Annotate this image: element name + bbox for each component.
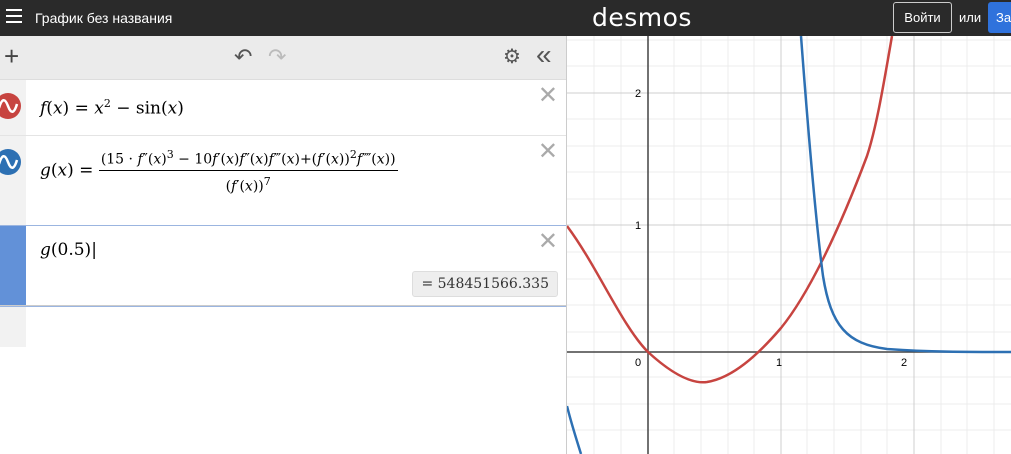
top-bar: График без названия desmos Войти или Зар… [0,0,1011,36]
login-button[interactable]: Войти [893,2,952,33]
delete-expression-icon[interactable]: ✕ [537,228,558,255]
graph-title[interactable]: График без названия [35,10,173,26]
expression-row-f[interactable]: f(x) = x2 − sin(x) ✕ [0,80,566,136]
undo-icon[interactable]: ↶ [234,44,253,69]
red-curve-icon[interactable] [0,92,22,120]
evaluation-result: = 548451566.335 [412,271,558,297]
delete-expression-icon[interactable]: ✕ [537,138,558,165]
expression-toolbar: + ↶ ↷ ⚙ « [0,36,566,80]
hamburger-menu-icon[interactable] [6,9,22,27]
x-tick-label: 1 [776,357,782,369]
curve-g-right[interactable] [799,35,1011,354]
delete-expression-icon[interactable]: ✕ [537,82,558,109]
collapse-panel-icon[interactable]: « [536,39,552,70]
x-tick-label: 0 [635,357,641,369]
curve-f[interactable] [565,35,894,384]
expression-row-g[interactable]: g(x) = (15 · f″(x)3 − 10f′(x)f″(x)f‴(x)+… [0,136,566,226]
x-tick-label: 2 [901,357,907,369]
y-tick-label: 1 [635,220,641,232]
expression-row-evaluation[interactable]: g(0.5)| ✕ = 548451566.335 [0,225,567,307]
y-tick-label: 2 [635,88,641,100]
add-item-icon[interactable]: + [4,41,20,71]
redo-icon[interactable]: ↷ [268,44,287,69]
expression-tab-active[interactable] [0,226,26,305]
or-text: или [959,10,982,25]
graph-canvas[interactable]: 0 1 2 2 1 [565,35,1011,454]
expression-latex-eval[interactable]: g(0.5)| [40,240,97,260]
signup-button[interactable]: Зарегистрироваться [988,2,1011,33]
fraction: (15 · f″(x)3 − 10f′(x)f″(x)f‴(x)+(f′(x))… [98,148,398,195]
blue-curve-icon[interactable] [0,148,22,176]
settings-gear-icon[interactable]: ⚙ [503,46,521,68]
curve-g-left[interactable] [565,405,583,454]
expression-panel: + ↶ ↷ ⚙ « f(x) = x2 − sin(x) ✕ g(x) = [0,36,567,454]
expression-latex-g[interactable]: g(x) = (15 · f″(x)3 − 10f′(x)f″(x)f‴(x)+… [40,148,398,195]
new-expression-row[interactable] [0,307,26,347]
desmos-logo: desmos [592,3,692,32]
expression-latex-f[interactable]: f(x) = x2 − sin(x) [40,97,184,119]
